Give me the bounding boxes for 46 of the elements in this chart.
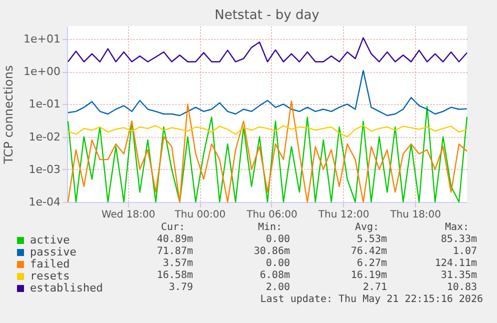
text: Min:: [258, 222, 282, 233]
text: 3.57m: [162, 258, 193, 269]
y-tick-label: 1e-03: [28, 162, 60, 176]
text: Cur:: [161, 222, 186, 233]
x-tick-label: Wed 18:00: [101, 210, 156, 220]
line-series: [67, 37, 468, 62]
text: 2.00: [266, 282, 290, 293]
legend-label: failed: [30, 258, 70, 270]
text: 0.00: [266, 234, 290, 245]
text: 16.19m: [350, 270, 387, 281]
text: 76.42m: [350, 246, 387, 257]
text: 6.08m: [260, 270, 290, 281]
text: Last update: Thu May 21 22:15:16 2026: [260, 294, 483, 305]
x-tick-label: Thu 12:00: [317, 210, 370, 220]
y-tick-label: 1e-01: [28, 98, 60, 111]
text: 6.27m: [356, 258, 387, 269]
y-tick-label: 1e+00: [24, 65, 60, 78]
text: 16.58m: [156, 270, 193, 281]
y-tick-label: 1e+01: [24, 32, 60, 46]
line-series: [67, 125, 468, 138]
text: 3.79: [168, 282, 193, 293]
text: 31.35m: [440, 270, 477, 281]
text: 2.71: [362, 282, 387, 293]
chart-title: Netstat - by day: [214, 8, 320, 23]
x-tick-label: Thu 18:00: [389, 210, 442, 220]
y-tick-label: 1e-02: [28, 130, 60, 144]
legend-label: passive: [30, 246, 76, 258]
text: 5.53m: [356, 234, 387, 245]
line-series: [67, 70, 468, 116]
text: Max:: [445, 222, 470, 233]
legend-label: active: [30, 234, 70, 246]
text: 124.11m: [434, 258, 477, 269]
text: 40.89m: [156, 234, 193, 245]
legend-label: resets: [30, 270, 70, 282]
text: 0.00: [266, 258, 290, 269]
text: 30.86m: [254, 246, 290, 257]
y-tick-label: 1e-04: [28, 196, 60, 208]
text: Avg:: [355, 222, 380, 233]
x-tick-label: Thu 06:00: [246, 210, 298, 220]
text: 1.07: [452, 246, 477, 257]
legend-label: established: [30, 282, 103, 294]
text: 85.33m: [440, 234, 477, 245]
y-axis-title: TCP connections: [2, 65, 16, 165]
text: 10.83: [446, 282, 477, 293]
text: 71.87m: [156, 246, 193, 257]
x-tick-label: Thu 00:00: [174, 210, 226, 220]
